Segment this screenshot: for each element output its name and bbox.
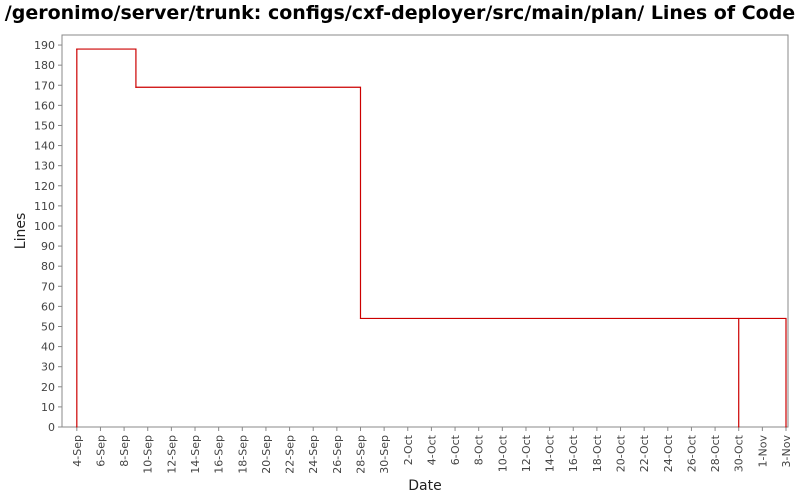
y-tick-label: 150	[34, 119, 55, 132]
x-tick-label: 14-Oct	[544, 434, 557, 472]
x-tick-label: 2-Oct	[402, 434, 415, 465]
series-point	[359, 317, 362, 320]
y-tick-label: 120	[34, 180, 55, 193]
x-tick-label: 16-Sep	[213, 435, 226, 474]
x-tick-label: 1-Nov	[756, 435, 769, 468]
x-axis-label: Date	[408, 478, 441, 494]
x-tick-label: 30-Sep	[378, 435, 391, 474]
y-tick-label: 180	[34, 59, 55, 72]
y-tick-label: 110	[34, 200, 55, 213]
y-axis-label: Lines	[13, 213, 29, 249]
series-point	[135, 86, 137, 88]
x-tick-label: 26-Sep	[331, 435, 344, 474]
y-tick-label: 80	[41, 260, 55, 273]
x-tick-label: 8-Oct	[473, 434, 486, 465]
y-tick-label: 160	[34, 99, 55, 112]
x-tick-label: 3-Nov	[780, 435, 793, 468]
y-tick-label: 170	[34, 79, 55, 92]
y-tick-label: 10	[41, 401, 55, 414]
y-tick-label: 140	[34, 140, 55, 153]
x-tick-label: 20-Sep	[260, 435, 273, 474]
x-tick-label: 22-Oct	[638, 434, 651, 472]
x-tick-label: 24-Sep	[307, 435, 320, 474]
y-tick-label: 190	[34, 39, 55, 52]
x-tick-label: 16-Oct	[567, 434, 580, 472]
x-tick-label: 26-Oct	[685, 434, 698, 472]
y-tick-label: 100	[34, 220, 55, 233]
y-tick-label: 0	[48, 421, 55, 434]
x-tick-label: 8-Sep	[118, 435, 131, 467]
series-point	[738, 426, 740, 428]
y-tick-label: 60	[41, 300, 55, 313]
series-point	[76, 48, 78, 50]
x-tick-label: 24-Oct	[662, 434, 675, 472]
x-tick-label: 18-Oct	[591, 434, 604, 472]
series-point	[738, 317, 740, 320]
x-tick-label: 28-Oct	[709, 434, 722, 472]
x-tick-label: 20-Oct	[615, 434, 628, 472]
y-tick-label: 70	[41, 280, 55, 293]
x-tick-label: 30-Oct	[733, 434, 746, 472]
x-tick-label: 4-Oct	[425, 434, 438, 465]
y-tick-label: 130	[34, 160, 55, 173]
y-tick-label: 30	[41, 361, 55, 374]
y-tick-label: 40	[41, 341, 55, 354]
x-tick-label: 6-Sep	[94, 435, 107, 467]
y-tick-label: 50	[41, 320, 55, 333]
y-tick-label: 90	[41, 240, 55, 253]
series-layer	[76, 48, 787, 428]
y-axis: 0 10 20 30 40 50 60 70 80 90 100 110 120 130 140 150 160…	[34, 39, 62, 434]
x-tick-label: 18-Sep	[236, 435, 249, 474]
x-tick-label: 10-Sep	[142, 435, 155, 474]
x-tick-label: 4-Sep	[71, 435, 84, 467]
x-tick-label: 22-Sep	[284, 435, 297, 474]
chart-title: /geronimo/server/trunk: configs/cxf-depl…	[4, 2, 796, 24]
series-point	[76, 426, 78, 428]
y-tick-label: 20	[41, 381, 55, 394]
x-tick-label: 10-Oct	[496, 434, 509, 472]
x-tick-label: 28-Sep	[354, 435, 367, 474]
x-tick-label: 6-Oct	[449, 434, 462, 465]
x-tick-label: 14-Sep	[189, 435, 202, 474]
plot-area	[61, 34, 789, 428]
x-tick-label: 12-Oct	[520, 434, 533, 472]
series-point	[785, 426, 787, 428]
x-tick-label: 12-Sep	[165, 435, 178, 474]
x-axis: 4-Sep 6-Sep 8-Sep 10-Sep 12-Sep 14-Sep 16-Sep 1…	[71, 427, 793, 474]
